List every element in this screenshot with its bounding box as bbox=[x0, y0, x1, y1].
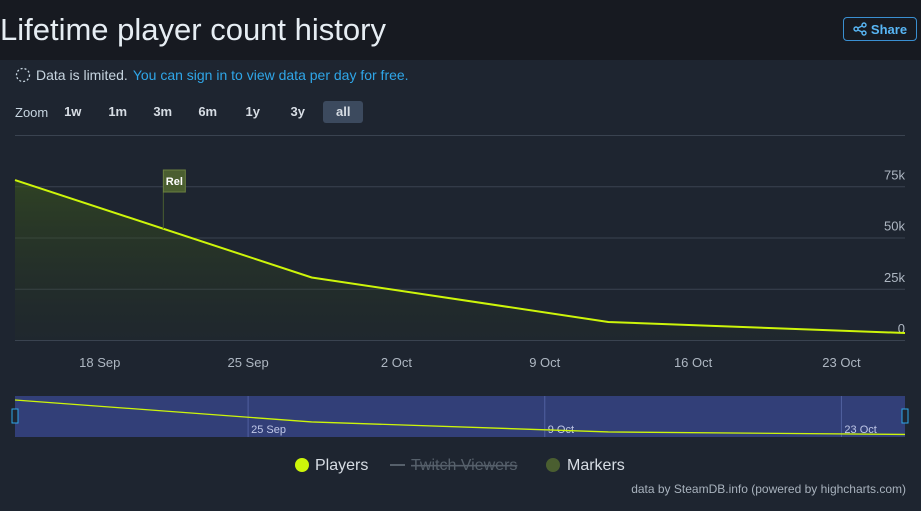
marker-label: Rel bbox=[166, 176, 183, 188]
x-tick-label: 18 Sep bbox=[79, 355, 120, 370]
zoom-button[interactable]: 3y bbox=[290, 104, 305, 119]
area bbox=[15, 180, 905, 340]
zoom-button[interactable]: 1y bbox=[245, 104, 260, 119]
navigator-handle bbox=[11, 408, 19, 424]
legend-label: Twitch Viewers bbox=[411, 457, 517, 474]
marker-flag bbox=[162, 169, 186, 193]
share-label: Share bbox=[870, 21, 908, 37]
legend-symbol bbox=[546, 458, 560, 472]
zoom-label: Zoom bbox=[15, 104, 49, 120]
share-button[interactable]: Share bbox=[843, 17, 917, 41]
zoom-bar: Zoom 1w 1m 3m 6m 1y 3y all bbox=[15, 101, 364, 123]
sign-in-link[interactable]: You can sign in to view data per day for… bbox=[132, 67, 409, 83]
x-tick-label: 25 Sep bbox=[227, 355, 268, 370]
legend-symbol bbox=[295, 458, 309, 472]
zoom-button[interactable]: 1w bbox=[64, 104, 82, 119]
navigator-label: 23 Oct bbox=[844, 424, 876, 436]
zoom-button[interactable]: 1m bbox=[108, 104, 128, 119]
zoom-button[interactable]: all bbox=[323, 101, 364, 123]
x-tick-label: 23 Oct bbox=[822, 355, 861, 370]
y-tick-label: 75k bbox=[884, 167, 905, 182]
navigator-line bbox=[14, 399, 906, 436]
notice-text: Data is limited. bbox=[36, 67, 128, 83]
title: Lifetime player count history bbox=[0, 12, 386, 47]
zoom-button[interactable]: 3m bbox=[153, 104, 173, 119]
x-tick-label: 16 Oct bbox=[674, 355, 713, 370]
x-tick-label: 9 Oct bbox=[529, 355, 560, 370]
y-tick-label: 0 bbox=[898, 321, 905, 336]
notice-icon bbox=[15, 67, 31, 83]
share-icon bbox=[853, 22, 867, 36]
legend-label: Markers bbox=[567, 457, 625, 474]
legend-label: Players bbox=[315, 457, 368, 474]
credit: data by SteamDB.info (powered by highcha… bbox=[631, 482, 906, 496]
zoom-button[interactable]: 6m bbox=[198, 104, 218, 119]
navigator-handle bbox=[901, 408, 909, 424]
y-tick-label: 50k bbox=[884, 219, 905, 234]
navigator bbox=[15, 396, 905, 437]
navigator-label: 25 Sep bbox=[251, 424, 286, 436]
y-tick-label: 25k bbox=[884, 270, 905, 285]
x-tick-label: 2 Oct bbox=[381, 355, 412, 370]
notice: Data is limited. You can sign in to view… bbox=[15, 67, 409, 83]
